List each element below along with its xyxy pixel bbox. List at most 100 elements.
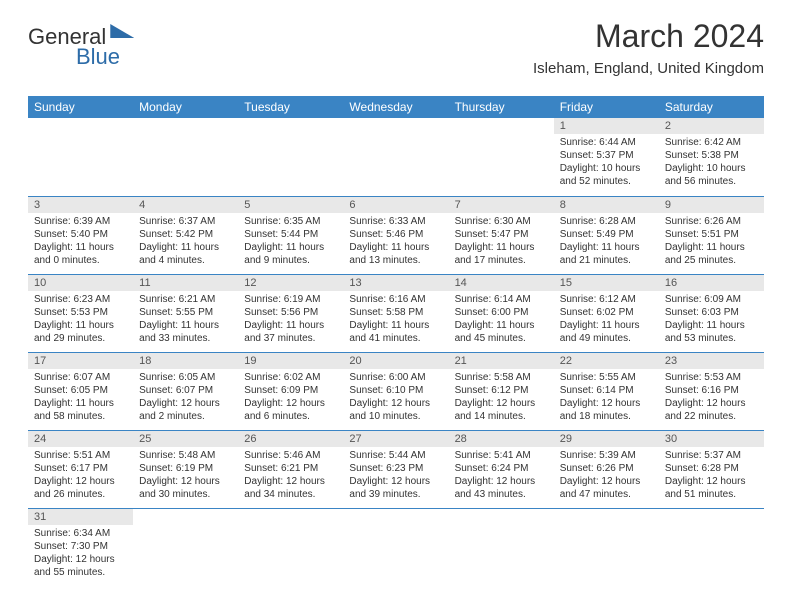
sunrise-line: Sunrise: 6:21 AM (139, 293, 232, 306)
sunrise-line: Sunrise: 6:28 AM (560, 215, 653, 228)
day-number: 7 (449, 197, 554, 213)
sunrise-line: Sunrise: 5:44 AM (349, 449, 442, 462)
sunset-line: Sunset: 5:40 PM (34, 228, 127, 241)
sunrise-line: Sunrise: 6:12 AM (560, 293, 653, 306)
sunrise-line: Sunrise: 6:16 AM (349, 293, 442, 306)
day-number: 5 (238, 197, 343, 213)
sunset-line: Sunset: 6:07 PM (139, 384, 232, 397)
calendar-cell: 22Sunrise: 5:55 AMSunset: 6:14 PMDayligh… (554, 352, 659, 430)
sunset-line: Sunset: 6:02 PM (560, 306, 653, 319)
day-number: 13 (343, 275, 448, 291)
calendar-cell: 17Sunrise: 6:07 AMSunset: 6:05 PMDayligh… (28, 352, 133, 430)
sunrise-line: Sunrise: 6:34 AM (34, 527, 127, 540)
calendar-cell (449, 118, 554, 196)
day-content: Sunrise: 6:30 AMSunset: 5:47 PMDaylight:… (449, 213, 554, 271)
location-subtitle: Isleham, England, United Kingdom (533, 60, 764, 77)
calendar-cell: 5Sunrise: 6:35 AMSunset: 5:44 PMDaylight… (238, 196, 343, 274)
day-content: Sunrise: 5:51 AMSunset: 6:17 PMDaylight:… (28, 447, 133, 505)
day-number: 11 (133, 275, 238, 291)
daylight-line: Daylight: 11 hours and 37 minutes. (244, 319, 337, 345)
sunrise-line: Sunrise: 6:00 AM (349, 371, 442, 384)
calendar-body: 1Sunrise: 6:44 AMSunset: 5:37 PMDaylight… (28, 118, 764, 586)
day-number: 15 (554, 275, 659, 291)
calendar-cell: 31Sunrise: 6:34 AMSunset: 7:30 PMDayligh… (28, 508, 133, 586)
calendar-cell (659, 508, 764, 586)
calendar-cell: 16 Sunrise: 6:09 AMSunset: 6:03 PMDayligh… (659, 274, 764, 352)
day-number: 10 (28, 275, 133, 291)
sunrise-line: Sunrise: 6:14 AM (455, 293, 548, 306)
sunrise-line: Sunrise: 6:39 AM (34, 215, 127, 228)
day-number: 27 (343, 431, 448, 447)
day-content: Sunrise: 6:34 AMSunset: 7:30 PMDaylight:… (28, 525, 133, 583)
sunrise-line: Sunrise: 5:39 AM (560, 449, 653, 462)
calendar-table: SundayMondayTuesdayWednesdayThursdayFrid… (28, 96, 764, 586)
sunrise-line: Sunrise: 6:05 AM (139, 371, 232, 384)
day-number: 16 (659, 275, 764, 291)
sunset-line: Sunset: 6:05 PM (34, 384, 127, 397)
sunset-line: Sunset: 6:24 PM (455, 462, 548, 475)
sunset-line: Sunset: 6:21 PM (244, 462, 337, 475)
day-header: Wednesday (343, 96, 448, 118)
day-content: Sunrise: 5:39 AMSunset: 6:26 PMDaylight:… (554, 447, 659, 505)
sunset-line: Sunset: 6:26 PM (560, 462, 653, 475)
calendar-cell (343, 118, 448, 196)
day-header: Friday (554, 96, 659, 118)
calendar-cell: 1Sunrise: 6:44 AMSunset: 5:37 PMDaylight… (554, 118, 659, 196)
day-number: 4 (133, 197, 238, 213)
day-header: Thursday (449, 96, 554, 118)
sunset-line: Sunset: 5:38 PM (665, 149, 758, 162)
calendar-cell: 24Sunrise: 5:51 AMSunset: 6:17 PMDayligh… (28, 430, 133, 508)
calendar-cell: 3Sunrise: 6:39 AMSunset: 5:40 PMDaylight… (28, 196, 133, 274)
daylight-line: Daylight: 12 hours and 55 minutes. (34, 553, 127, 579)
daylight-line: Daylight: 12 hours and 43 minutes. (455, 475, 548, 501)
daylight-line: Daylight: 11 hours and 53 minutes. (665, 319, 758, 345)
sunset-line: Sunset: 6:17 PM (34, 462, 127, 475)
daylight-line: Daylight: 11 hours and 25 minutes. (665, 241, 758, 267)
calendar-cell (238, 118, 343, 196)
calendar-cell (449, 508, 554, 586)
sunset-line: Sunset: 5:49 PM (560, 228, 653, 241)
day-number: 31 (28, 509, 133, 525)
daylight-line: Daylight: 11 hours and 41 minutes. (349, 319, 442, 345)
calendar-cell: 26Sunrise: 5:46 AMSunset: 6:21 PMDayligh… (238, 430, 343, 508)
day-number: 18 (133, 353, 238, 369)
day-content: Sunrise: 6:00 AMSunset: 6:10 PMDaylight:… (343, 369, 448, 427)
calendar-cell: 12Sunrise: 6:19 AMSunset: 5:56 PMDayligh… (238, 274, 343, 352)
day-number: 28 (449, 431, 554, 447)
sunset-line: Sunset: 5:47 PM (455, 228, 548, 241)
day-content: Sunrise: 6:02 AMSunset: 6:09 PMDaylight:… (238, 369, 343, 427)
daylight-line: Daylight: 11 hours and 9 minutes. (244, 241, 337, 267)
day-content: Sunrise: 5:37 AMSunset: 6:28 PMDaylight:… (659, 447, 764, 505)
sunrise-line: Sunrise: 6:09 AM (665, 293, 758, 306)
calendar-cell: 25Sunrise: 5:48 AMSunset: 6:19 PMDayligh… (133, 430, 238, 508)
day-content: Sunrise: 6:26 AMSunset: 5:51 PMDaylight:… (659, 213, 764, 271)
sunset-line: Sunset: 7:30 PM (34, 540, 127, 553)
sunset-line: Sunset: 6:03 PM (665, 306, 758, 319)
calendar-head: SundayMondayTuesdayWednesdayThursdayFrid… (28, 96, 764, 118)
day-number: 17 (28, 353, 133, 369)
sunset-line: Sunset: 6:19 PM (139, 462, 232, 475)
daylight-line: Daylight: 12 hours and 14 minutes. (455, 397, 548, 423)
daylight-line: Daylight: 12 hours and 47 minutes. (560, 475, 653, 501)
day-number: 23 (659, 353, 764, 369)
calendar-cell: 2Sunrise: 6:42 AMSunset: 5:38 PMDaylight… (659, 118, 764, 196)
day-number: 6 (343, 197, 448, 213)
sunrise-line: Sunrise: 5:51 AM (34, 449, 127, 462)
sunrise-line: Sunrise: 6:42 AM (665, 136, 758, 149)
calendar-cell: 15Sunrise: 6:12 AMSunset: 6:02 PMDayligh… (554, 274, 659, 352)
logo-sub: Blue (28, 44, 120, 70)
calendar-cell: 14Sunrise: 6:14 AMSunset: 6:00 PMDayligh… (449, 274, 554, 352)
sunrise-line: Sunrise: 6:37 AM (139, 215, 232, 228)
day-number: 20 (343, 353, 448, 369)
day-header: Sunday (28, 96, 133, 118)
daylight-line: Daylight: 12 hours and 2 minutes. (139, 397, 232, 423)
day-content: Sunrise: 5:55 AMSunset: 6:14 PMDaylight:… (554, 369, 659, 427)
logo-text-blue: Blue (76, 44, 120, 69)
sunrise-line: Sunrise: 5:46 AM (244, 449, 337, 462)
daylight-line: Daylight: 10 hours and 52 minutes. (560, 162, 653, 188)
day-number: 3 (28, 197, 133, 213)
day-content: Sunrise: 6:39 AMSunset: 5:40 PMDaylight:… (28, 213, 133, 271)
sunrise-line: Sunrise: 5:55 AM (560, 371, 653, 384)
sunset-line: Sunset: 6:00 PM (455, 306, 548, 319)
sunset-line: Sunset: 5:42 PM (139, 228, 232, 241)
